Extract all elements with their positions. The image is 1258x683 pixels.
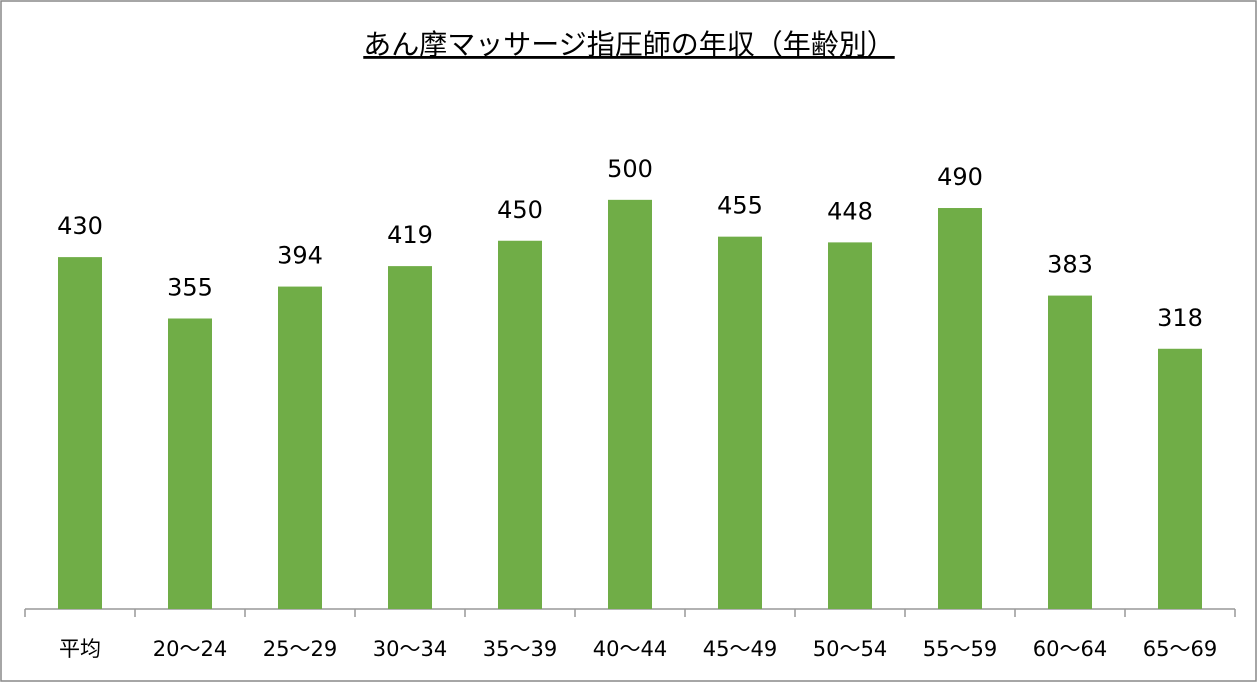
bar	[938, 208, 982, 609]
value-label: 450	[497, 196, 543, 224]
bar	[718, 236, 762, 610]
bar	[1048, 295, 1092, 609]
bar	[168, 318, 212, 609]
x-tick-label: 65～69	[1143, 637, 1217, 661]
bar	[608, 199, 652, 610]
x-tick-label: 30～34	[373, 637, 447, 661]
value-label: 318	[1157, 304, 1203, 332]
value-label: 448	[827, 197, 873, 225]
value-label: 419	[387, 221, 433, 249]
x-tick-label: 50～54	[813, 637, 887, 661]
bar	[388, 266, 432, 609]
value-label: 383	[1047, 251, 1093, 279]
x-tick-label: 35～39	[483, 637, 557, 661]
x-tick-label: 40～44	[593, 637, 667, 661]
value-label: 394	[277, 242, 323, 270]
chart-title: あん摩マッサージ指圧師の年収（年齢別）	[363, 28, 894, 61]
x-tick-label: 20～24	[153, 637, 227, 661]
x-tick-label: 平均	[59, 637, 101, 661]
bar	[498, 240, 542, 609]
x-tick-label: 25～29	[263, 637, 337, 661]
bar	[828, 242, 872, 610]
x-tick-label: 55～59	[923, 637, 997, 661]
value-label: 500	[607, 155, 653, 183]
value-label: 430	[57, 212, 103, 240]
bar	[58, 257, 102, 609]
bar	[1158, 348, 1202, 609]
x-tick-label: 45～49	[703, 637, 777, 661]
value-label: 355	[167, 273, 213, 301]
value-label: 455	[717, 192, 763, 220]
x-tick-label: 60～64	[1033, 637, 1107, 661]
bar	[278, 286, 322, 609]
value-label: 490	[937, 163, 983, 191]
